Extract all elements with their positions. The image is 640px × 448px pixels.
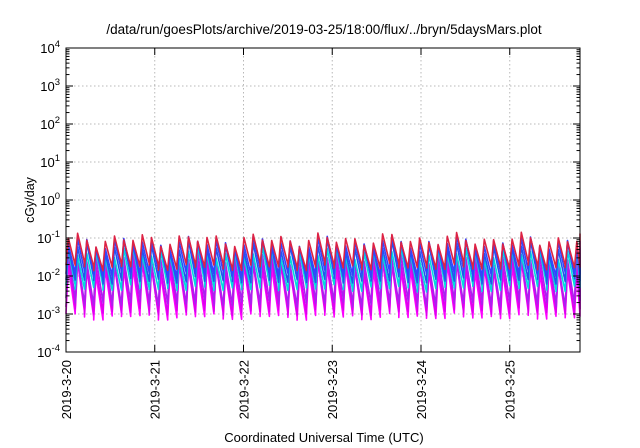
x-tick-label: 2019-3-24 — [414, 360, 429, 419]
x-axis-label: Coordinated Universal Time (UTC) — [224, 430, 423, 445]
x-axis: 2019-3-20 2019-3-21 2019-3-22 2019-3-23 2019… — [59, 48, 518, 419]
data-series — [65, 231, 581, 321]
x-tick-label: 2019-3-22 — [236, 360, 251, 419]
chart-title: /data/run/goesPlots/archive/2019-03-25/1… — [106, 22, 541, 37]
x-tick-label: 2019-3-25 — [503, 360, 518, 419]
y-axis: 10-4 10-3 10-2 10-1 100 101 102 103 104 — [37, 39, 580, 360]
series-line — [65, 231, 581, 272]
x-tick-label: 2019-3-23 — [325, 360, 340, 419]
y-tick-label: 100 — [40, 191, 60, 208]
y-tick-label: 10-4 — [37, 343, 60, 360]
y-tick-label: 104 — [40, 39, 60, 56]
y-tick-label: 101 — [40, 153, 60, 170]
y-tick-label: 102 — [40, 115, 60, 132]
x-tick-label: 2019-3-20 — [59, 360, 74, 419]
grid-lines — [66, 48, 580, 352]
y-tick-label: 10-2 — [37, 267, 60, 284]
y-tick-label: 10-3 — [37, 305, 60, 322]
y-axis-label: cGy/day — [23, 176, 37, 223]
y-tick-label: 103 — [40, 77, 60, 94]
x-tick-label: 2019-3-21 — [148, 360, 163, 419]
y-tick-label: 10-1 — [37, 229, 60, 246]
